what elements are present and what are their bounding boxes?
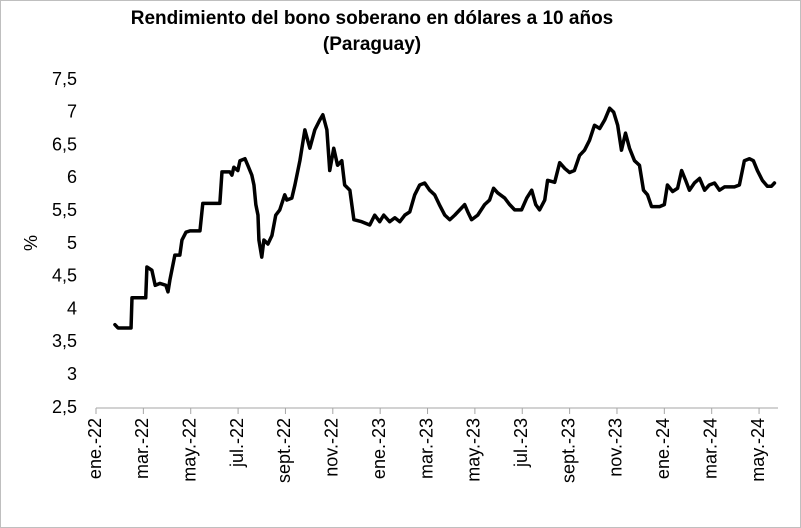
- chart-title: Rendimiento del bono soberano en dólares…: [131, 8, 614, 29]
- y-tick-label: 4,5: [52, 266, 77, 286]
- x-tick-label: may.-22: [179, 418, 199, 482]
- x-tick-label: jul.-23: [511, 418, 531, 468]
- y-tick-label: 5,5: [52, 200, 77, 220]
- chart-subtitle: (Paraguay): [323, 34, 421, 55]
- x-tick-label: sept.-23: [558, 418, 578, 483]
- x-tick-label: mar.-23: [416, 418, 436, 479]
- x-tick-label: mar.-24: [700, 418, 720, 479]
- x-tick-label: nov.-23: [606, 418, 626, 477]
- y-tick-label: 4: [67, 298, 77, 318]
- y-tick-label: 6,5: [52, 134, 77, 154]
- x-tick-label: may.-23: [464, 418, 484, 482]
- y-axis-label: %: [21, 235, 41, 251]
- y-tick-label: 5: [67, 233, 77, 253]
- x-tick-label: sept.-22: [274, 418, 294, 483]
- x-tick-label: ene.-23: [369, 418, 389, 479]
- x-tick-label: mar.-22: [132, 418, 152, 479]
- x-tick-label: nov.-22: [322, 418, 342, 477]
- x-tick-label: ene.-24: [653, 418, 673, 479]
- y-tick-label: 2,5: [52, 397, 77, 417]
- x-tick-label: may.-24: [748, 418, 768, 482]
- y-tick-label: 6: [67, 167, 77, 187]
- data-line: [113, 106, 777, 330]
- y-tick-label: 7,5: [52, 69, 77, 89]
- x-tick-label: jul.-22: [227, 418, 247, 468]
- y-tick-label: 3: [67, 364, 77, 384]
- y-tick-label: 3,5: [52, 331, 77, 351]
- y-tick-label: 7: [67, 102, 77, 122]
- x-tick-label: ene.-22: [85, 418, 105, 479]
